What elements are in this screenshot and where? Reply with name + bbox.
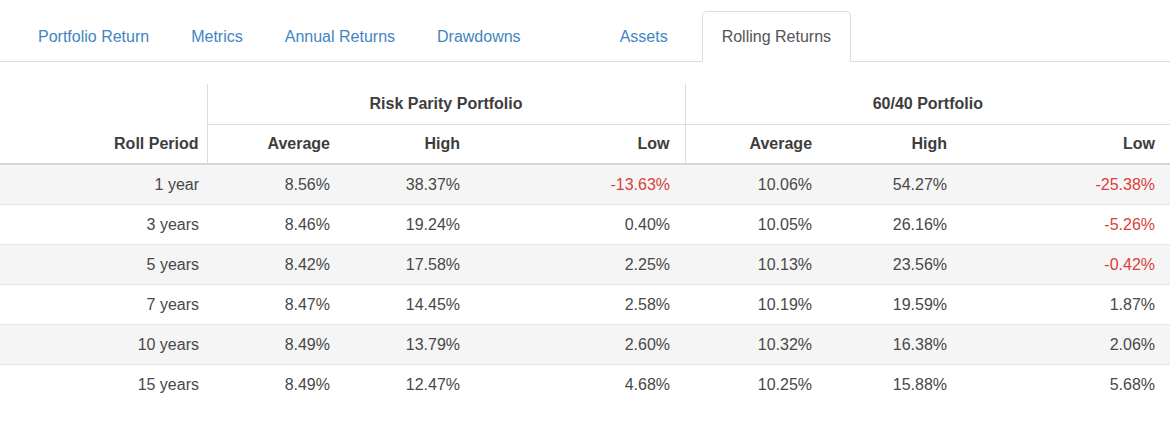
column-header-rp-low: Low <box>475 125 685 165</box>
value-cell: 17.58% <box>345 245 475 285</box>
value-cell: 8.47% <box>207 285 345 325</box>
value-cell: -25.38% <box>962 164 1170 205</box>
value-cell: 1.87% <box>962 285 1170 325</box>
value-cell: 2.60% <box>475 325 685 365</box>
value-cell: 16.38% <box>827 325 962 365</box>
roll-period-cell: 5 years <box>0 245 207 285</box>
value-cell: 10.05% <box>685 205 827 245</box>
value-cell: -0.42% <box>962 245 1170 285</box>
value-cell: 14.45% <box>345 285 475 325</box>
value-cell: 10.32% <box>685 325 827 365</box>
value-cell: 10.19% <box>685 285 827 325</box>
tab-annual-returns[interactable]: Annual Returns <box>265 11 415 62</box>
column-header-6040-average: Average <box>685 125 827 165</box>
roll-period-cell: 3 years <box>0 205 207 245</box>
table-row: 1 year8.56%38.37%-13.63%10.06%54.27%-25.… <box>0 164 1170 205</box>
value-cell: 10.06% <box>685 164 827 205</box>
tab-drawdowns[interactable]: Drawdowns <box>417 11 541 62</box>
roll-period-cell: 15 years <box>0 365 207 405</box>
value-cell: 54.27% <box>827 164 962 205</box>
tab-bar: Portfolio Return Metrics Annual Returns … <box>0 0 1170 62</box>
value-cell: 2.06% <box>962 325 1170 365</box>
group-header-60-40-portfolio: 60/40 Portfolio <box>685 84 1170 125</box>
value-cell: 8.46% <box>207 205 345 245</box>
table-row: 3 years8.46%19.24%0.40%10.05%26.16%-5.26… <box>0 205 1170 245</box>
value-cell: 8.56% <box>207 164 345 205</box>
value-cell: 23.56% <box>827 245 962 285</box>
table-row: 7 years8.47%14.45%2.58%10.19%19.59%1.87% <box>0 285 1170 325</box>
value-cell: 0.40% <box>475 205 685 245</box>
column-header-6040-low: Low <box>962 125 1170 165</box>
value-cell: -5.26% <box>962 205 1170 245</box>
group-header-row: Roll Period Risk Parity Portfolio 60/40 … <box>0 84 1170 125</box>
value-cell: 8.49% <box>207 325 345 365</box>
column-header-rp-average: Average <box>207 125 345 165</box>
value-cell: 38.37% <box>345 164 475 205</box>
table-row: 10 years8.49%13.79%2.60%10.32%16.38%2.06… <box>0 325 1170 365</box>
value-cell: 5.68% <box>962 365 1170 405</box>
tab-portfolio-return[interactable]: Portfolio Return <box>18 11 169 62</box>
value-cell: 19.24% <box>345 205 475 245</box>
value-cell: 12.47% <box>345 365 475 405</box>
value-cell: 2.25% <box>475 245 685 285</box>
table-row: 5 years8.42%17.58%2.25%10.13%23.56%-0.42… <box>0 245 1170 285</box>
value-cell: 10.13% <box>685 245 827 285</box>
table-body: 1 year8.56%38.37%-13.63%10.06%54.27%-25.… <box>0 164 1170 404</box>
roll-period-header: Roll Period <box>0 84 207 164</box>
rolling-returns-table: Roll Period Risk Parity Portfolio 60/40 … <box>0 84 1170 404</box>
value-cell: 10.25% <box>685 365 827 405</box>
value-cell: 4.68% <box>475 365 685 405</box>
value-cell: 8.42% <box>207 245 345 285</box>
value-cell: 19.59% <box>827 285 962 325</box>
tab-rolling-returns[interactable]: Rolling Returns <box>702 11 851 62</box>
roll-period-cell: 10 years <box>0 325 207 365</box>
value-cell: 8.49% <box>207 365 345 405</box>
roll-period-cell: 1 year <box>0 164 207 205</box>
tab-metrics[interactable]: Metrics <box>171 11 263 62</box>
value-cell: 13.79% <box>345 325 475 365</box>
table-row: 15 years8.49%12.47%4.68%10.25%15.88%5.68… <box>0 365 1170 405</box>
tab-assets[interactable]: Assets <box>600 11 688 62</box>
group-header-risk-parity-portfolio: Risk Parity Portfolio <box>207 84 685 125</box>
roll-period-cell: 7 years <box>0 285 207 325</box>
value-cell: 2.58% <box>475 285 685 325</box>
value-cell: 26.16% <box>827 205 962 245</box>
column-header-6040-high: High <box>827 125 962 165</box>
value-cell: 15.88% <box>827 365 962 405</box>
column-header-rp-high: High <box>345 125 475 165</box>
value-cell: -13.63% <box>475 164 685 205</box>
